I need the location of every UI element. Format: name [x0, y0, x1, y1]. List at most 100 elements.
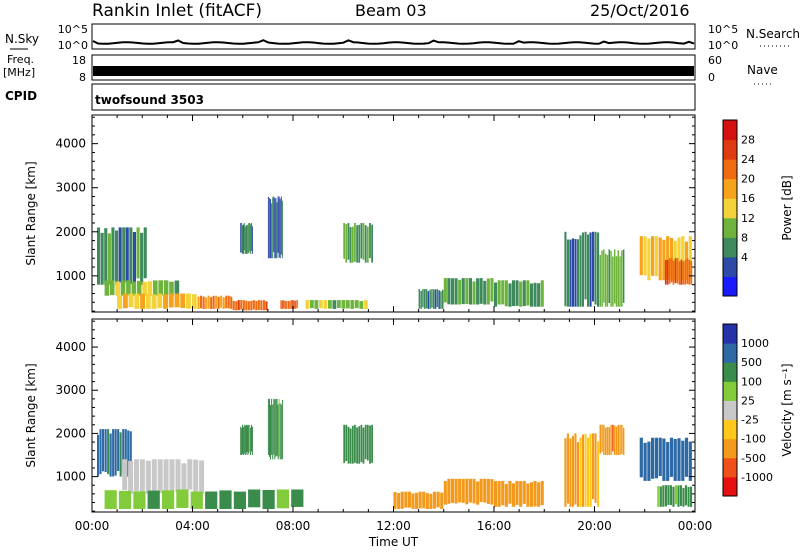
xtick-label: 00:00: [75, 519, 110, 533]
power-echo-region: [232, 300, 268, 311]
velocity-scatter: [97, 398, 693, 509]
power-colorbar-segment: [723, 217, 737, 238]
velocity-colorbar-title: Velocity [m s⁻¹]: [780, 363, 794, 456]
velocity-colorbar-label: 500: [741, 356, 762, 369]
power-echo-region: [305, 300, 368, 309]
velocity-colorbar-segment: [723, 419, 737, 440]
power-colorbar: 28 24 20 16 12 8 4 Power [dB]: [722, 119, 794, 297]
velocity-colorbar-label: 25: [741, 394, 755, 407]
beam-title: Beam 03: [355, 1, 427, 20]
power-echo-region: [240, 223, 253, 254]
freq-label: Freq.: [7, 53, 34, 66]
station-title: Rankin Inlet (fitACF): [92, 1, 262, 21]
velocity-colorbar-label: -100: [741, 433, 766, 446]
time-axis: 00:00 04:00 08:00 12:00 16:00 20:00 00:00 Time …: [75, 519, 713, 549]
nave-tick-bottom: 0: [708, 71, 715, 84]
velocity-colorbar-segment: [723, 343, 737, 363]
xtick-label: 00:00: [678, 519, 713, 533]
power-colorbar-title: Power [dB]: [780, 175, 794, 240]
xtick-label: 12:00: [376, 519, 411, 533]
power-echo-region: [664, 258, 693, 285]
velocity-ytick-label: 4000: [55, 340, 86, 354]
nsearch-label: N.Search: [746, 27, 800, 41]
power-echo-region: [343, 223, 373, 263]
velocity-echo-region: [564, 433, 600, 507]
velocity-colorbar-label: 1000: [741, 337, 769, 350]
power-echo-region: [418, 289, 444, 309]
power-colorbar-segment: [723, 256, 737, 277]
velocity-echo-region: [343, 424, 373, 464]
power-ytick-label: 2000: [55, 225, 86, 239]
power-ylabel: Slant Range [km]: [24, 161, 38, 265]
power-echo-region: [599, 249, 625, 307]
power-echo-region: [280, 300, 298, 309]
velocity-colorbar-segment: [723, 457, 737, 478]
nsearch-tick-bottom: 10^0: [708, 39, 738, 52]
velocity-echo-region: [97, 429, 132, 477]
velocity-colorbar: 1000 500 100 25 -25 -100 -500 -1000 Velocity [m …: [722, 323, 794, 497]
xtick-label: 04:00: [175, 519, 210, 533]
cpid-label: CPID: [5, 89, 37, 103]
nave-tick-top: 60: [708, 54, 722, 67]
velocity-ytick-label: 2000: [55, 426, 86, 440]
velocity-echo-region: [122, 459, 205, 494]
velocity-echo-region: [104, 489, 304, 509]
velocity-echo-region: [393, 491, 444, 509]
power-echo-region: [267, 196, 283, 259]
velocity-colorbar-label: -25: [741, 414, 759, 427]
velocity-colorbar-segment: [723, 381, 737, 401]
nave-label: Nave: [747, 63, 778, 77]
power-ytick-label: 4000: [55, 137, 86, 151]
velocity-ytick-label: 3000: [55, 383, 86, 397]
power-colorbar-label: 12: [741, 212, 755, 225]
power-colorbar-label: 4: [741, 251, 748, 264]
nsky-label: N.Sky: [5, 32, 39, 46]
power-colorbar-segment: [723, 198, 737, 219]
power-echo-region: [494, 280, 544, 307]
power-colorbar-label: 24: [741, 153, 755, 166]
power-ytick-label: 1000: [55, 269, 86, 283]
velocity-echo-region: [443, 478, 494, 505]
power-colorbar-segment: [723, 139, 737, 160]
velocity-ylabel: Slant Range [km]: [24, 363, 38, 467]
velocity-colorbar-segment: [723, 438, 737, 459]
velocity-colorbar-segment: [723, 362, 737, 382]
power-echo-region: [117, 293, 197, 309]
xaxis-label: Time UT: [368, 535, 419, 549]
power-echo-region: [443, 278, 494, 305]
nsky-panel: N.Sky 10^5 10^0 10^5 10^0 N.Search: [5, 23, 800, 52]
power-echo-region: [97, 227, 147, 285]
power-colorbar-segment: [723, 120, 737, 141]
xtick-label: 08:00: [276, 519, 311, 533]
cpid-value: twofsound 3503: [95, 93, 204, 107]
power-colorbar-segment: [723, 159, 737, 180]
velocity-ytick-label: 1000: [55, 470, 86, 484]
power-colorbar-label: 16: [741, 192, 755, 205]
freq-panel: Freq. [MHz] 18 8 60 0 Nave: [3, 53, 778, 85]
freq-band: [93, 66, 694, 76]
xtick-label: 16:00: [477, 519, 512, 533]
nsky-tick-bottom: 10^0: [58, 39, 88, 52]
velocity-colorbar-label: -500: [741, 452, 766, 465]
nsky-trace: [92, 39, 695, 45]
power-scatter: [97, 196, 693, 311]
power-ytick-label: 3000: [55, 181, 86, 195]
freq-tick-bottom: 8: [79, 71, 86, 84]
freq-tick-top: 18: [72, 54, 86, 67]
velocity-colorbar-segment: [723, 324, 737, 344]
power-colorbar-segment: [723, 276, 737, 297]
power-echo-region: [197, 295, 233, 309]
cpid-panel: CPID twofsound 3503: [5, 83, 696, 111]
power-echo-region: [104, 280, 180, 296]
velocity-colorbar-segment: [723, 400, 737, 420]
velocity-echo-region: [599, 424, 625, 455]
velocity-echo-region: [240, 424, 253, 455]
power-colorbar-segment: [723, 178, 737, 199]
velocity-echo-region: [267, 398, 283, 460]
power-colorbar-label: 8: [741, 231, 748, 244]
velocity-colorbar-label: -1000: [741, 471, 773, 484]
nsky-tick-top: 10^5: [58, 23, 88, 36]
velocity-echo-region: [494, 480, 544, 507]
velocity-echo-region: [639, 437, 692, 481]
